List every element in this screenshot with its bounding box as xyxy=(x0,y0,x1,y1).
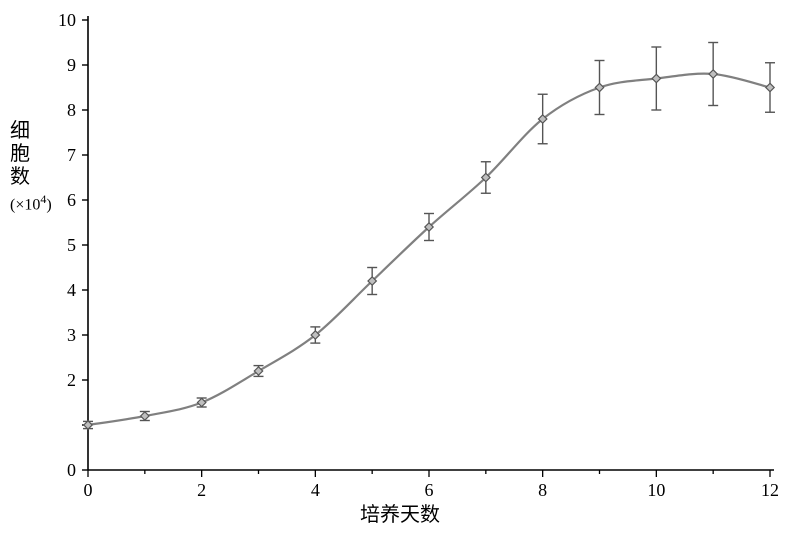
data-marker xyxy=(652,74,660,82)
y-tick-label: 8 xyxy=(67,100,76,120)
y-tick-label: 2 xyxy=(67,370,76,390)
y-tick-label: 7 xyxy=(67,145,76,165)
data-marker xyxy=(141,412,149,420)
data-marker xyxy=(197,398,205,406)
data-marker xyxy=(766,83,774,91)
y-tick-label: 9 xyxy=(67,55,76,75)
y-axis-label-main: 细胞数 xyxy=(10,120,30,189)
y-tick-label: 0 xyxy=(67,460,76,480)
y-tick-label: 10 xyxy=(58,10,76,30)
y-tick-label: 4 xyxy=(67,280,76,300)
data-marker xyxy=(709,70,717,78)
y-tick-label: 3 xyxy=(67,325,76,345)
data-line xyxy=(88,74,770,425)
chart-svg: 0 2 3 4 5 6 7 8 9 10 0 2 4 6 8 10 12 xyxy=(0,0,800,510)
x-tick-label: 6 xyxy=(425,480,434,500)
y-axis-label-unit: (×104) xyxy=(10,193,30,214)
y-tick-label: 6 xyxy=(67,190,76,210)
data-marker xyxy=(595,83,603,91)
x-tick-label: 12 xyxy=(761,480,779,500)
y-axis-label: 细胞数 (×104) xyxy=(10,120,30,214)
chart-container: 细胞数 (×104) 0 2 3 4 5 6 7 8 9 10 0 2 4 6 8 10 12 培养天数 xyxy=(0,0,800,535)
x-tick-label: 4 xyxy=(311,480,320,500)
x-tick-label: 2 xyxy=(197,480,206,500)
x-axis-label: 培养天数 xyxy=(0,498,800,527)
x-tick-label: 10 xyxy=(647,480,665,500)
x-tick-label: 0 xyxy=(84,480,93,500)
y-tick-label: 5 xyxy=(67,235,76,255)
x-tick-label: 8 xyxy=(538,480,547,500)
